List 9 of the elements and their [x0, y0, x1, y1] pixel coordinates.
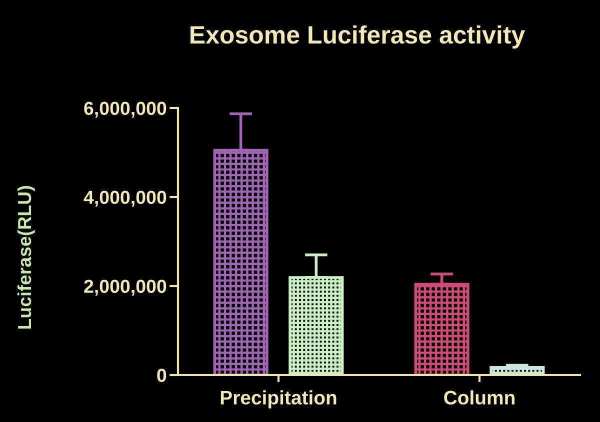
x-tick-label: Column [444, 390, 514, 405]
y-tick-label: 4,000,000 [84, 190, 166, 207]
y-tick-label: 0 [157, 368, 166, 382]
y-tick-label: 2,000,000 [84, 280, 166, 296]
chart-title: Exosome Luciferase activity [190, 25, 526, 49]
bar [490, 366, 545, 375]
y-axis-title: Luciferase(RLU) [17, 186, 35, 329]
x-tick-label: Precipitation [220, 390, 336, 408]
y-tick-label: 6,000,000 [84, 102, 166, 118]
